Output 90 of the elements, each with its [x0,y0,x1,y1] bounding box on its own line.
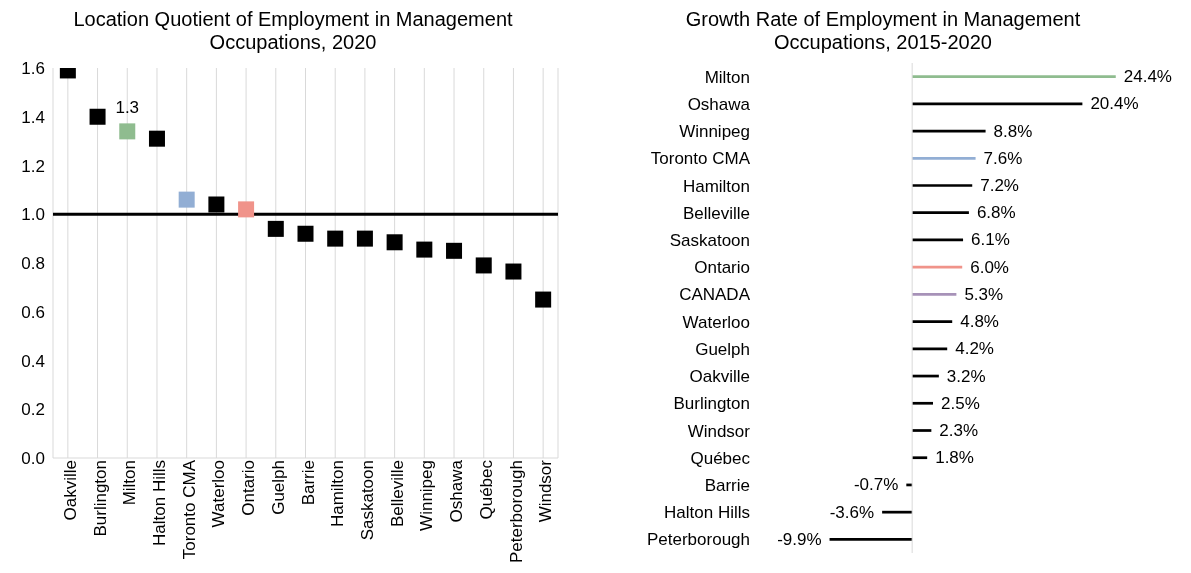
x-tick-label: Belleville [387,460,407,528]
data-label: 6.1% [971,230,1010,250]
x-tick-label: Winnipeg [417,460,437,531]
data-label: 8.8% [993,121,1033,141]
x-tick-label: Saskatoon [357,460,377,541]
x-tick-label: Oshawa [447,459,467,523]
bar [912,75,1116,78]
point [356,230,373,247]
y-tick-label: Windsor [687,421,751,441]
x-tick-label: Halton Hills [150,460,170,546]
y-tick-label: Oakville [689,367,750,387]
x-tick-label: Ontario [239,460,259,516]
y-tick-label: Hamilton [682,176,750,196]
data-label: 6.0% [970,257,1009,277]
bar [912,401,934,405]
point [535,291,552,308]
point [119,123,136,140]
chart-title: Growth Rate of Employment in Management Occupations, 2015-2020 [684,8,1082,55]
y-tick-label: Belleville [682,203,750,223]
data-label: 24.4% [1123,67,1172,87]
data-label: 7.6% [983,148,1023,168]
x-tick-label: Windsor [536,459,556,523]
data-label: 20.4% [1090,94,1139,114]
point [386,234,403,251]
x-tick-label: Waterloo [209,460,229,528]
y-tick-label: Winnipeg [679,122,750,142]
point [505,263,522,280]
data-label: 5.3% [964,284,1004,304]
x-tick-label: Milton [120,460,140,506]
bar [912,265,963,269]
bar [912,184,973,187]
data-label: 2.5% [941,393,980,413]
bar [882,510,913,514]
y-tick-label: 1.0 [21,205,45,225]
data-label: 1.3 [115,97,140,117]
bar [912,320,953,323]
y-tick-label: Burlington [673,394,750,414]
bar [912,429,932,432]
y-tick-label: 0.8 [21,254,45,274]
point [148,130,165,147]
bar [912,456,928,460]
data-label: -9.9% [777,529,822,549]
y-tick-label: 1.2 [21,156,45,176]
point [267,220,284,237]
y-tick-label: Waterloo [682,312,750,332]
y-tick-label: 1.6 [21,59,45,79]
y-tick-label: 0.0 [21,449,45,469]
y-tick-label: Saskatoon [669,230,750,250]
chart-title: Location Quotient of Employment in Management Occupations, 2020 [72,8,514,55]
data-label: 7.2% [980,176,1019,195]
data-label: 3.2% [946,366,986,386]
bar [912,156,976,160]
point [89,108,106,125]
y-tick-label: 0.2 [21,400,45,420]
data-label: 4.2% [955,339,994,359]
x-tick-label: Barrie [298,460,318,506]
bar [912,347,948,351]
point [238,201,255,218]
data-label: 4.8% [960,312,999,332]
data-label: -0.7% [853,475,899,495]
y-tick-label: 0.6 [21,302,45,322]
bar [829,538,913,541]
point [475,257,492,274]
y-tick-label: Milton [704,67,750,87]
point [327,230,344,247]
bar [912,211,969,215]
data-label: 6.8% [976,203,1016,223]
point [416,241,433,258]
bar [912,293,957,296]
y-tick-label: 1.4 [21,107,45,127]
point [446,242,463,259]
x-tick-label: Toronto CMA [179,459,199,560]
bar [912,102,1083,106]
x-tick-label: Hamilton [328,460,348,528]
x-tick-label: Burlington [90,460,110,537]
y-tick-label: Ontario [694,258,750,278]
x-tick-label: Québec [476,459,496,520]
y-tick-label: Oshawa [687,94,751,114]
data-label: 1.8% [935,448,974,468]
y-tick-label: Toronto CMA [650,149,751,169]
data-label: -3.6% [829,502,875,522]
y-tick-label: CANADA [679,285,751,305]
y-tick-label: 0.4 [21,351,45,371]
data-label: 2.3% [939,421,979,440]
point [208,196,225,213]
x-tick-label: Guelph [268,460,288,515]
point [178,191,195,208]
x-tick-label: Peterborough [506,460,526,564]
point [297,225,314,242]
y-tick-label: Guelph [695,339,750,359]
